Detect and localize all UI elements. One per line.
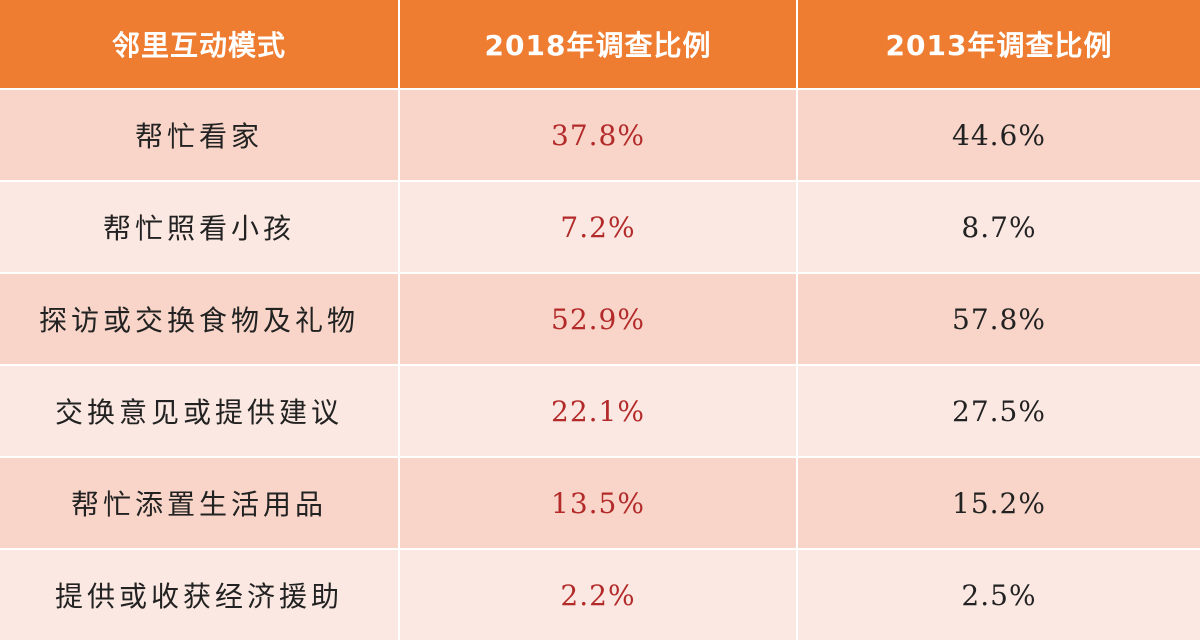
- header-2013: 2013年调查比例: [798, 0, 1200, 90]
- row-2018-cell: 52.9%: [400, 274, 798, 366]
- row-mode-cell: 帮忙照看小孩: [0, 182, 400, 274]
- row-2018-cell: 22.1%: [400, 366, 798, 458]
- row-mode-cell: 交换意见或提供建议: [0, 366, 400, 458]
- row-2018-cell: 2.2%: [400, 550, 798, 642]
- row-2013-cell: 44.6%: [798, 90, 1200, 182]
- row-2018-cell: 7.2%: [400, 182, 798, 274]
- row-2013-cell: 57.8%: [798, 274, 1200, 366]
- row-2013-cell: 2.5%: [798, 550, 1200, 642]
- row-2013-cell: 27.5%: [798, 366, 1200, 458]
- row-mode-cell: 探访或交换食物及礼物: [0, 274, 400, 366]
- row-mode-cell: 提供或收获经济援助: [0, 550, 400, 642]
- row-2018-cell: 13.5%: [400, 458, 798, 550]
- row-mode-cell: 帮忙看家: [0, 90, 400, 182]
- row-2013-cell: 8.7%: [798, 182, 1200, 274]
- header-mode: 邻里互动模式: [0, 0, 400, 90]
- row-2013-cell: 15.2%: [798, 458, 1200, 550]
- header-2018: 2018年调查比例: [400, 0, 798, 90]
- row-mode-cell: 帮忙添置生活用品: [0, 458, 400, 550]
- row-2018-cell: 37.8%: [400, 90, 798, 182]
